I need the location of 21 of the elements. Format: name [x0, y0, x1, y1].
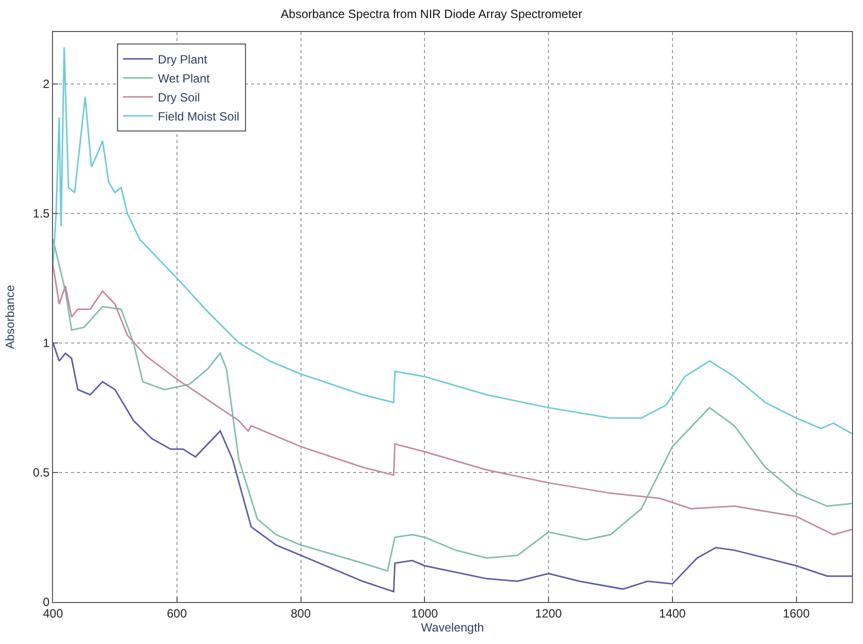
y-tick-label: 1: [42, 336, 50, 350]
x-tick-label: 600: [166, 606, 188, 620]
y-tick-label: 2: [42, 77, 50, 92]
line-series: [53, 264, 852, 536]
legend-label: Dry Plant: [158, 52, 208, 67]
y-tick-label: 0.5: [32, 466, 50, 480]
y-tick-label: 1.5: [32, 206, 50, 221]
line-series: [53, 342, 852, 592]
x-axis-title: Wavelength: [421, 620, 484, 634]
y-axis-title: Absorbance: [3, 284, 18, 350]
chart-title: Absorbance Spectra from NIR Diode Array Spectrometer: [280, 7, 582, 22]
x-tick-label: 800: [290, 606, 312, 620]
x-tick-label: 1200: [535, 606, 562, 620]
x-tick-label: 1400: [659, 606, 686, 620]
x-tick-label: 1600: [782, 606, 810, 620]
legend-label: Field Moist Soil: [158, 110, 240, 124]
line-series: [53, 238, 852, 572]
line-series: [53, 46, 852, 434]
legend-label: Dry Soil: [158, 90, 200, 105]
legend-label: Wet Plant: [158, 72, 210, 86]
x-tick-label: 1000: [411, 606, 438, 620]
